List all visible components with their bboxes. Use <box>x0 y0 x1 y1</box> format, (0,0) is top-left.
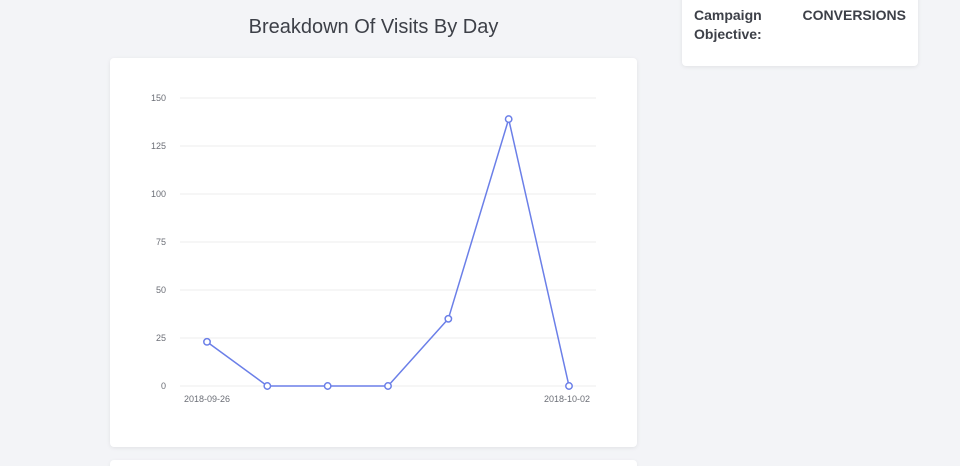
data-point <box>203 337 211 346</box>
y-tick-label: 150 <box>151 93 166 103</box>
chart-heading: Breakdown Of Visits By Day <box>248 16 499 38</box>
y-tick-label: 0 <box>161 381 166 391</box>
data-point <box>384 382 392 390</box>
data-point <box>504 115 513 124</box>
campaign-objective-card: Campaign Objective: CONVERSIONS <box>682 0 918 66</box>
y-tick-label: 50 <box>156 285 166 295</box>
x-tick-label: 2018-09-26 <box>184 394 230 404</box>
data-point <box>565 382 573 390</box>
data-point <box>323 382 332 390</box>
campaign-objective-label: Campaign Objective: <box>694 7 762 42</box>
y-tick-label: 75 <box>156 237 166 247</box>
x-tick-label: 2018-10-02 <box>544 394 590 404</box>
next-card <box>110 460 637 466</box>
data-point <box>444 314 453 323</box>
campaign-objective-value: CONVERSIONS <box>802 7 906 23</box>
visits-line-chart: 0 25 50 75 100 125 150 2018-09-26 2018-10-02 <box>151 93 596 404</box>
data-point <box>263 382 272 390</box>
chart-card: 0 25 50 75 100 125 150 2018-09-26 2018-10-02 <box>110 58 637 447</box>
series-line <box>206 118 570 387</box>
y-tick-label: 25 <box>156 333 166 343</box>
y-tick-label: 125 <box>151 141 166 151</box>
y-tick-label: 100 <box>151 189 166 199</box>
